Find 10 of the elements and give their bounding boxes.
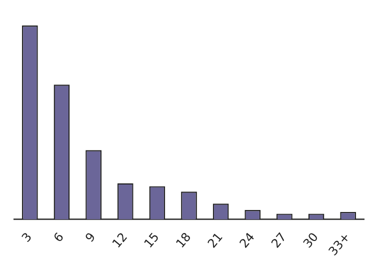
x-tick-label: 6 [50,230,66,245]
x-tick-label: 21 [204,230,226,251]
x-tick-label: 27 [268,230,290,251]
x-tick-label: 24 [236,230,258,251]
x-tick-label: 18 [173,230,194,251]
x-tick-label: 30 [300,230,321,251]
x-tick-label: 12 [110,230,130,251]
x-tick-label: 3 [18,230,35,245]
x-tick-label: 9 [82,230,98,245]
x-tick-label: 15 [141,230,162,251]
